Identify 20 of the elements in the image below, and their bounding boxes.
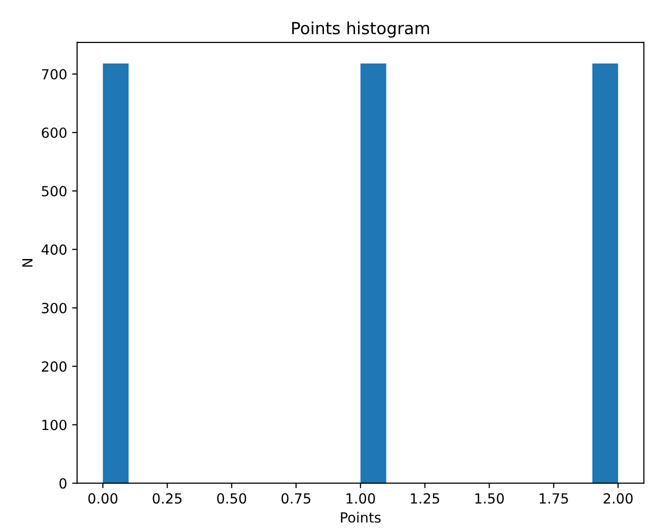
x-tick-label: 2.00 [604,493,633,504]
y-tick-label: 300 [42,302,66,314]
chart-title: Points histogram [292,21,429,38]
x-tick-label: 0.25 [152,493,182,504]
y-tick-label: 200 [42,361,66,372]
y-tick-label: 400 [42,244,66,255]
x-tick-label: 1.50 [475,493,504,504]
x-axis-title: Points [340,512,381,523]
x-tick-label: 1.25 [410,493,440,504]
y-tick-label: 100 [42,420,66,430]
x-tick-label: 0.75 [282,493,310,504]
y-axis-title: N [22,259,32,267]
y-tick-label: 600 [42,127,66,138]
y-tick-label: 0 [59,478,66,489]
x-tick-label: 1.00 [346,493,376,504]
x-tick-label: 1.75 [540,493,568,504]
x-tick-label: 0.50 [217,493,246,504]
y-tick-label: 500 [42,186,66,196]
x-tick-label: 0.00 [88,493,118,504]
y-tick-label: 700 [42,69,66,80]
